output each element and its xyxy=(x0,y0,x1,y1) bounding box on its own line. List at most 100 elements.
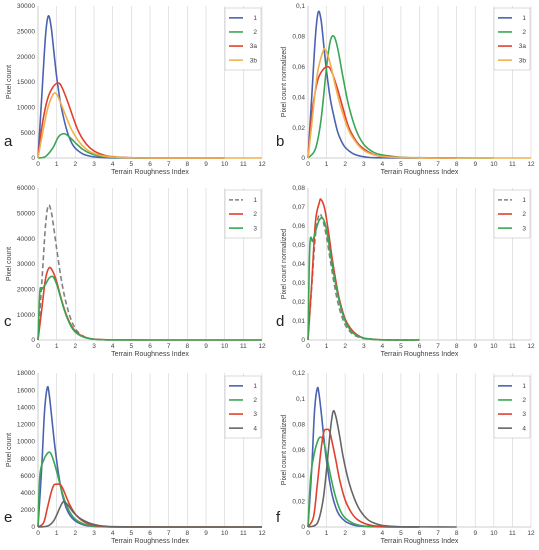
series-line-2 xyxy=(307,436,420,528)
y-tick-label: 0 xyxy=(301,337,305,344)
legend-label: 2 xyxy=(253,397,257,404)
chart-panel-a: 0 1 2 3 4 5 6 7 8 9 10 11 12050001000015000200002500… xyxy=(4,3,266,176)
x-tick-label: 11 xyxy=(509,530,516,537)
y-tick-label: 0,03 xyxy=(292,280,305,287)
y-axis-label: Pixel count xyxy=(6,65,13,99)
x-tick-label: 10 xyxy=(490,530,498,537)
legend-label: 2 xyxy=(253,29,257,36)
legend-label: 3a xyxy=(519,43,527,50)
y-tick-label: 0,04 xyxy=(292,261,305,268)
y-tick-label: 0,1 xyxy=(296,396,305,403)
x-tick-label: 8 xyxy=(186,161,190,168)
y-tick-label: 14000 xyxy=(17,404,35,411)
legend-label: 3 xyxy=(522,225,526,232)
x-tick-label: 9 xyxy=(204,530,208,537)
y-tick-label: 0,1 xyxy=(296,3,305,10)
y-tick-label: 0,05 xyxy=(292,242,305,249)
x-tick-label: 1 xyxy=(55,343,59,350)
x-tick-label: 0 xyxy=(36,343,40,350)
legend-label: 3b xyxy=(519,57,527,64)
x-tick-label: 10 xyxy=(490,343,498,350)
x-axis-label: Terrain Roughness Index xyxy=(111,538,189,545)
series-line-3b xyxy=(307,47,531,159)
x-tick-label: 7 xyxy=(167,343,171,350)
y-tick-label: 18000 xyxy=(17,370,35,377)
y-axis-label: Pixel count xyxy=(6,433,13,467)
x-tick-label: 7 xyxy=(167,161,171,168)
y-tick-label: 0 xyxy=(31,524,35,531)
y-axis-label: Pixel count normalized xyxy=(281,229,288,300)
x-tick-label: 0 xyxy=(306,161,310,168)
x-tick-label: 1 xyxy=(55,530,59,537)
x-tick-label: 7 xyxy=(436,161,440,168)
x-tick-label: 6 xyxy=(148,343,152,350)
x-tick-label: 10 xyxy=(490,161,498,168)
y-tick-label: 0,02 xyxy=(292,499,305,506)
x-tick-label: 5 xyxy=(130,343,134,350)
y-tick-label: 2000 xyxy=(21,507,36,514)
x-tick-label: 2 xyxy=(343,530,347,537)
x-tick-label: 0 xyxy=(306,343,310,350)
y-tick-label: 16000 xyxy=(17,387,35,394)
legend-label: 1 xyxy=(522,383,526,390)
x-tick-label: 6 xyxy=(418,161,422,168)
y-tick-label: 40000 xyxy=(17,236,35,243)
x-tick-label: 0 xyxy=(36,530,40,537)
x-tick-label: 3 xyxy=(92,343,96,350)
x-tick-label: 10 xyxy=(221,343,229,350)
y-tick-label: 6000 xyxy=(21,473,36,480)
x-tick-label: 1 xyxy=(325,161,329,168)
x-tick-label: 12 xyxy=(258,161,266,168)
y-tick-label: 0,08 xyxy=(292,422,305,429)
y-tick-label: 25000 xyxy=(17,29,35,36)
legend-label: 2 xyxy=(253,211,257,218)
y-tick-label: 50000 xyxy=(17,211,35,218)
x-tick-label: 5 xyxy=(130,530,134,537)
x-tick-label: 6 xyxy=(418,343,422,350)
x-tick-label: 4 xyxy=(381,343,385,350)
x-tick-label: 4 xyxy=(381,161,385,168)
legend: 1 2 3 xyxy=(493,189,531,239)
chart-panel-b: 0 1 2 3 4 5 6 7 8 9 10 11 1200,020,040,060,080,1Terr… xyxy=(276,3,535,176)
x-tick-label: 12 xyxy=(258,343,266,350)
x-tick-label: 4 xyxy=(111,161,115,168)
x-tick-label: 3 xyxy=(92,530,96,537)
x-tick-label: 9 xyxy=(473,343,477,350)
x-tick-label: 1 xyxy=(325,343,329,350)
y-tick-label: 20000 xyxy=(17,54,35,61)
y-tick-label: 8000 xyxy=(21,456,36,463)
x-tick-label: 12 xyxy=(527,161,535,168)
x-tick-label: 3 xyxy=(362,530,366,537)
panel-letter: c xyxy=(4,313,12,330)
x-tick-label: 8 xyxy=(455,161,459,168)
x-tick-label: 0 xyxy=(306,530,310,537)
series-line-1 xyxy=(37,15,151,159)
chart-panel-d: 0 1 2 3 4 5 6 7 8 9 10 11 1200,010,020,030,040,050,0… xyxy=(276,185,535,358)
panel-letter: f xyxy=(276,509,281,526)
x-tick-label: 1 xyxy=(55,161,59,168)
x-tick-label: 4 xyxy=(111,343,115,350)
legend: 1 2 3a 3b xyxy=(224,7,262,71)
x-tick-label: 10 xyxy=(221,530,229,537)
x-tick-label: 10 xyxy=(221,161,229,168)
legend: 1 2 3 4 xyxy=(224,375,262,439)
x-tick-label: 11 xyxy=(240,343,247,350)
x-tick-label: 3 xyxy=(92,161,96,168)
y-tick-label: 10000 xyxy=(17,105,35,112)
x-tick-label: 6 xyxy=(148,530,152,537)
legend-label: 4 xyxy=(522,425,526,432)
panel-letter: a xyxy=(4,133,13,150)
legend: 1 2 3a 3b xyxy=(493,7,531,71)
x-tick-label: 11 xyxy=(509,161,516,168)
x-tick-label: 9 xyxy=(204,343,208,350)
legend-label: 3 xyxy=(522,411,526,418)
x-axis-label: Terrain Roughness Index xyxy=(381,351,459,358)
x-axis-label: Terrain Roughness Index xyxy=(111,351,189,358)
x-tick-label: 12 xyxy=(527,530,535,537)
y-tick-label: 0,06 xyxy=(292,223,305,230)
series-line-3 xyxy=(37,275,262,341)
x-axis-label: Terrain Roughness Index xyxy=(381,169,459,176)
y-tick-label: 5000 xyxy=(21,130,36,137)
x-tick-label: 9 xyxy=(473,530,477,537)
x-tick-label: 1 xyxy=(325,530,329,537)
